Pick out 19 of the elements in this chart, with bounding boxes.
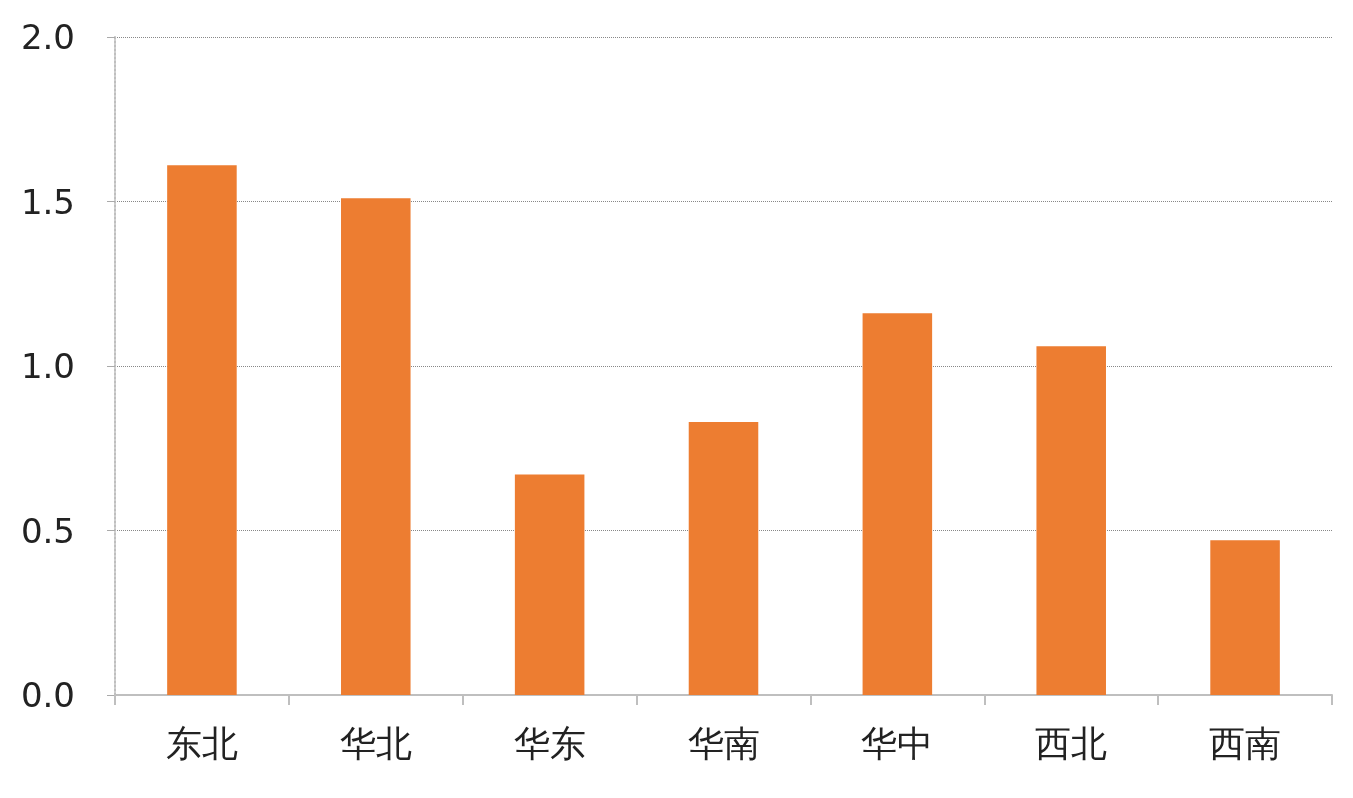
x-tick-label: 华中 — [861, 722, 934, 764]
y-tick-label: 2.0 — [20, 17, 75, 57]
y-tick-label: 0.0 — [20, 675, 75, 715]
bar — [1210, 540, 1280, 695]
x-tick-label: 西南 — [1209, 722, 1282, 764]
bar — [514, 474, 585, 695]
bar — [688, 421, 759, 695]
y-tick-label: 1.0 — [20, 346, 75, 386]
x-tick-label: 华南 — [687, 722, 760, 764]
x-tick-label: 西北 — [1035, 722, 1108, 764]
y-tick-label: 1.5 — [20, 181, 75, 222]
bar — [167, 165, 237, 695]
bar — [862, 313, 933, 695]
bar — [1036, 346, 1106, 695]
x-tick-label: 东北 — [165, 722, 238, 764]
y-tick-label: 0.5 — [20, 510, 75, 551]
x-tick-label: 华北 — [339, 722, 412, 764]
x-tick-label: 华东 — [513, 722, 586, 764]
bar — [341, 198, 411, 695]
